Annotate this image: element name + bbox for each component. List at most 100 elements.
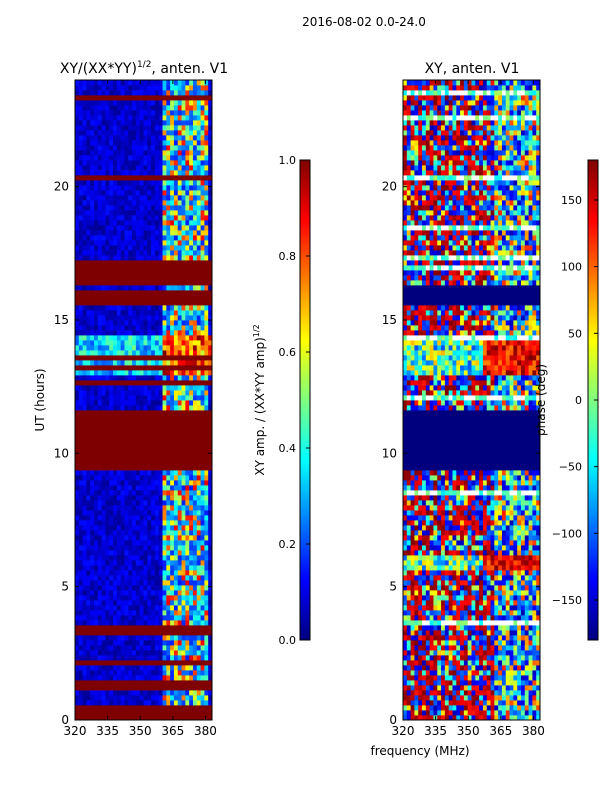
heatmap-cell <box>517 685 522 691</box>
heatmap-cell <box>410 670 415 676</box>
heatmap-cell <box>151 405 156 411</box>
heatmap-cell <box>173 120 179 126</box>
heatmap-cell <box>166 135 171 141</box>
heatmap-cell <box>189 575 194 581</box>
heatmap-cell <box>132 145 137 151</box>
heatmap-cell <box>154 220 160 226</box>
heatmap-cell <box>124 130 129 136</box>
heatmap-cell <box>139 290 144 296</box>
heatmap-cell <box>173 565 179 571</box>
heatmap-cell <box>143 275 148 281</box>
heatmap-cell <box>189 175 194 181</box>
heatmap-cell <box>75 320 80 326</box>
heatmap-cell <box>82 260 87 266</box>
heatmap-cell <box>143 445 148 451</box>
heatmap-cell <box>189 680 194 686</box>
heatmap-cell <box>158 480 163 486</box>
heatmap-cell <box>132 570 137 576</box>
heatmap-cell <box>139 450 144 456</box>
heatmap-cell <box>173 380 179 386</box>
heatmap-cell <box>177 135 182 141</box>
heatmap-cell <box>185 690 190 696</box>
heatmap-cell <box>166 715 171 721</box>
heatmap-cell <box>162 545 167 551</box>
heatmap-cell <box>177 475 182 481</box>
heatmap-cell <box>94 645 99 651</box>
heatmap-cell <box>97 215 103 221</box>
heatmap-cell <box>185 435 190 441</box>
heatmap-cell <box>208 195 213 201</box>
heatmap-cell <box>82 145 87 151</box>
heatmap-cell <box>166 385 171 391</box>
heatmap-cell <box>154 200 160 206</box>
heatmap-cell <box>120 515 125 521</box>
heatmap-cell <box>520 690 526 696</box>
panel1-ylabel: UT (hours) <box>33 368 47 431</box>
heatmap-cell <box>147 445 152 451</box>
heatmap-cell <box>185 175 190 181</box>
heatmap-cell <box>189 340 194 346</box>
heatmap-cell <box>166 630 171 636</box>
heatmap-cell <box>120 120 125 126</box>
heatmap-cell <box>120 435 125 441</box>
heatmap-cell <box>147 440 152 446</box>
heatmap-cell <box>189 395 194 401</box>
heatmap-cell <box>204 310 209 316</box>
heatmap-cell <box>135 470 141 476</box>
heatmap-cell <box>75 450 80 456</box>
heatmap-cell <box>113 140 118 146</box>
heatmap-cell <box>173 355 179 361</box>
heatmap-cell <box>158 630 163 636</box>
heatmap-cell <box>208 645 213 651</box>
heatmap-cell <box>192 675 198 681</box>
heatmap-cell <box>128 185 133 191</box>
heatmap-cell <box>189 385 194 391</box>
heatmap-cell <box>82 595 87 601</box>
heatmap-cell <box>170 710 175 716</box>
heatmap-cell <box>97 120 103 126</box>
heatmap-cell <box>132 460 137 466</box>
heatmap-cell <box>139 455 144 461</box>
heatmap-cell <box>177 555 182 561</box>
heatmap-cell <box>166 570 171 576</box>
heatmap-cell <box>181 620 186 626</box>
heatmap-cell <box>105 270 110 276</box>
heatmap-cell <box>196 220 201 226</box>
heatmap-cell <box>177 190 182 196</box>
heatmap-cell <box>109 365 114 371</box>
heatmap-cell <box>200 350 205 356</box>
heatmap-cell <box>181 365 186 371</box>
heatmap-cell <box>189 275 194 281</box>
heatmap-cell <box>86 530 91 536</box>
heatmap-cell <box>166 490 171 496</box>
heatmap-cell <box>147 310 152 316</box>
heatmap-cell <box>109 150 114 156</box>
heatmap-cell <box>113 335 118 341</box>
heatmap-cell <box>173 635 179 641</box>
heatmap-cell <box>128 655 133 661</box>
heatmap-cell <box>78 620 84 626</box>
heatmap-cell <box>86 645 91 651</box>
heatmap-cell <box>185 470 190 476</box>
heatmap-cell <box>177 680 182 686</box>
heatmap-cell <box>139 245 144 251</box>
heatmap-cell <box>135 480 141 486</box>
heatmap-cell <box>403 690 408 696</box>
heatmap-cell <box>109 215 114 221</box>
heatmap-cell <box>181 275 186 281</box>
heatmap-cell <box>524 710 529 716</box>
heatmap-cell <box>166 250 171 256</box>
heatmap-cell <box>185 240 190 246</box>
heatmap-cell <box>158 475 163 481</box>
heatmap-cell <box>177 700 182 706</box>
heatmap-cell <box>200 375 205 381</box>
heatmap-cell <box>208 355 213 361</box>
heatmap-cell <box>173 315 179 321</box>
heatmap-cell <box>158 535 163 541</box>
heatmap-cell <box>86 90 91 96</box>
heatmap-cell <box>135 670 141 676</box>
heatmap-cell <box>135 250 141 256</box>
heatmap-cell <box>75 400 80 406</box>
heatmap-cell <box>181 340 186 346</box>
heatmap-cell <box>154 130 160 136</box>
